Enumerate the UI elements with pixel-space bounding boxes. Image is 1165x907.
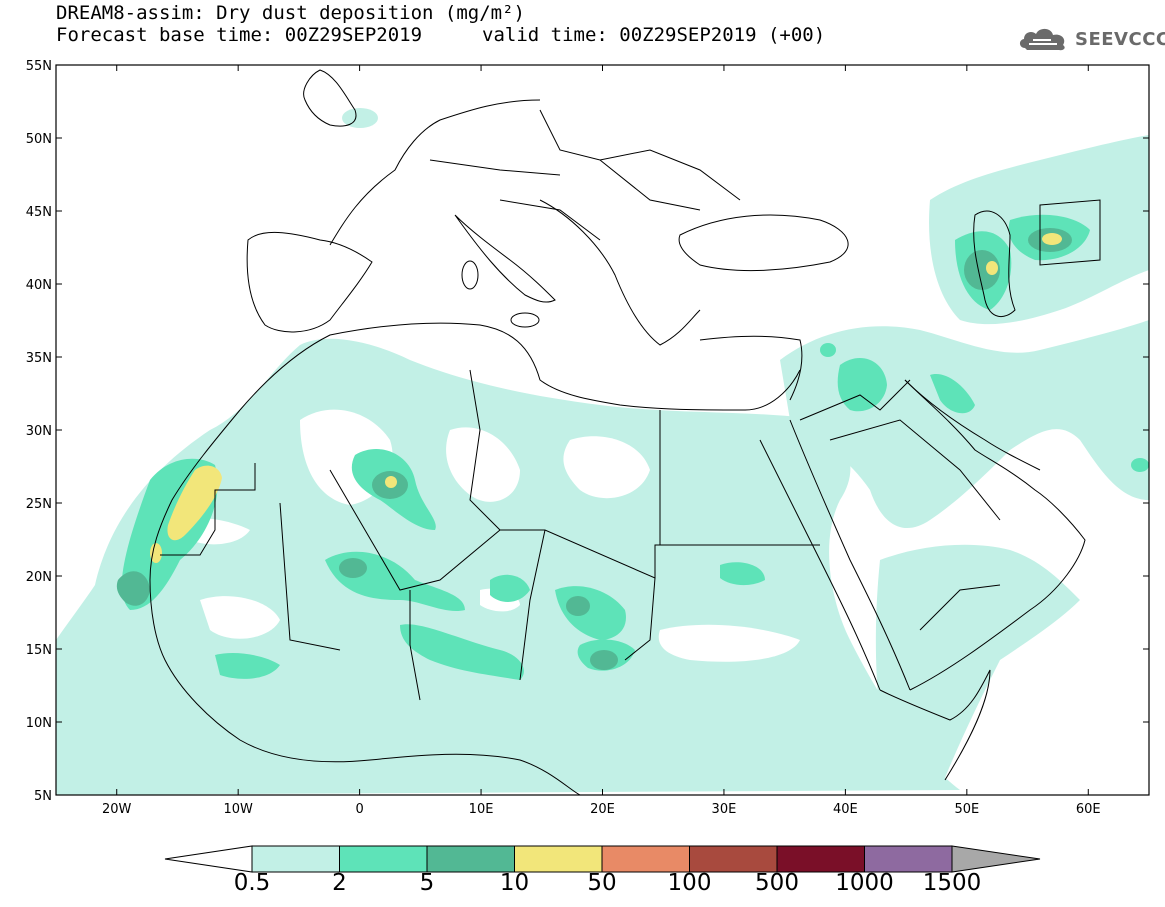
- lon-tick-label: 60E: [1076, 802, 1101, 817]
- cloud-icon: [1019, 28, 1065, 51]
- colorbar-label: 2: [332, 870, 347, 896]
- lat-tick-label: 40N: [26, 278, 52, 293]
- map-title: DREAM8-assim: Dry dust deposition (mg/m²…: [56, 2, 525, 24]
- colorbar-segment: [514, 845, 603, 873]
- longitude-axis: 20W 10W 0 10E 20E 30E 40E 50E 60E: [102, 65, 1101, 817]
- colorbar: [164, 845, 1041, 873]
- lon-tick-label: 30E: [712, 802, 737, 817]
- colorbar-segment: [251, 845, 340, 873]
- colorbar-segment: [426, 845, 515, 873]
- lat-tick-label: 15N: [26, 643, 52, 658]
- lon-tick-label: 20E: [590, 802, 615, 817]
- colorbar-segment: [339, 845, 428, 873]
- colorbar-label: 500: [755, 870, 799, 896]
- lat-tick-label: 50N: [26, 132, 52, 147]
- lon-tick-label: 0: [355, 802, 363, 817]
- colorbar-label: 0.5: [233, 870, 271, 896]
- colorbar-low-arrow: [164, 845, 253, 873]
- coastlines-borders: [149, 69, 1101, 795]
- lat-tick-label: 55N: [26, 59, 52, 74]
- lat-tick-label: 5N: [34, 789, 52, 804]
- colorbar-segment: [601, 845, 690, 873]
- lat-tick-label: 25N: [26, 497, 52, 512]
- lat-tick-label: 30N: [26, 424, 52, 439]
- lat-tick-label: 45N: [26, 205, 52, 220]
- logo-text: SEEVCCC: [1075, 28, 1165, 50]
- lon-tick-label: 20W: [102, 802, 132, 817]
- colorbar-label: 10: [499, 870, 530, 896]
- lon-tick-label: 50E: [954, 802, 979, 817]
- colorbar-label: 100: [667, 870, 712, 896]
- colorbar-segment: [776, 845, 865, 873]
- colorbar-label: 1500: [922, 870, 982, 896]
- latitude-axis: 55N 50N 45N 40N 35N 30N 25N 20N 15N 10N 5N: [26, 59, 1149, 804]
- lat-tick-label: 10N: [26, 716, 52, 731]
- colorbar-label: 1000: [835, 870, 894, 896]
- lon-tick-label: 40E: [833, 802, 858, 817]
- forecast-base-time: Forecast base time: 00Z29SEP2019: [56, 24, 423, 46]
- colorbar-label: 50: [587, 870, 617, 896]
- valid-time: valid time: 00Z29SEP2019 (+00): [482, 24, 826, 46]
- dust-fields: [56, 108, 1149, 795]
- seevccc-logo: SEEVCCC: [1017, 26, 1165, 52]
- lat-tick-label: 35N: [26, 351, 52, 366]
- lon-tick-label: 10E: [469, 802, 494, 817]
- colorbar-label: 5: [419, 870, 435, 896]
- lon-tick-label: 10W: [223, 802, 253, 817]
- colorbar-high-arrow: [951, 845, 1041, 873]
- colorbar-segment: [864, 845, 953, 873]
- lat-tick-label: 20N: [26, 570, 52, 585]
- colorbar-segment: [689, 845, 778, 873]
